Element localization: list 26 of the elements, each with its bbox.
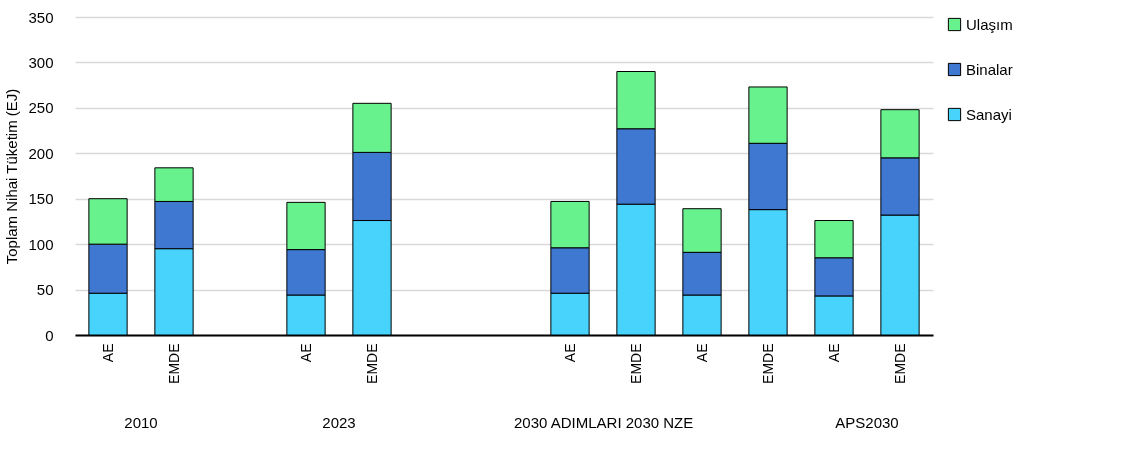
legend-label: Sanayi	[966, 105, 1012, 123]
y-tick-label: 100	[28, 235, 54, 253]
x-tick-label: EMDE	[627, 343, 644, 384]
x-tick-label: AE	[561, 343, 578, 363]
y-tick-label: 0	[45, 326, 54, 344]
text: 2010	[124, 414, 158, 431]
x-tick-label: AE	[693, 343, 710, 363]
y-tick-label: 200	[28, 144, 54, 162]
legend-label: Binalar	[966, 60, 1013, 78]
y-axis-title: Toplam Nihai Tüketim (EJ)	[3, 88, 21, 265]
y-tick-label: 50	[36, 281, 54, 299]
x-tick-label: EMDE	[363, 343, 380, 384]
x-tick-label: EMDE	[891, 343, 908, 384]
x-tick-label: AE	[297, 343, 314, 363]
text: 2023	[322, 414, 356, 431]
y-tick-label: 250	[28, 99, 54, 117]
x-tick-label: EMDE	[759, 343, 776, 384]
y-tick-label: 350	[28, 8, 54, 26]
x-tick-label: AE	[99, 343, 116, 363]
text: 2030 ADIMLARI 2030 NZE	[514, 414, 694, 431]
legend-label: Ulaşım	[966, 15, 1013, 33]
x-tick-label: EMDE	[165, 343, 182, 384]
text: APS2030	[835, 414, 899, 431]
y-tick-label: 150	[28, 190, 54, 208]
y-tick-label: 300	[28, 53, 54, 71]
x-tick-label: AE	[825, 343, 842, 363]
